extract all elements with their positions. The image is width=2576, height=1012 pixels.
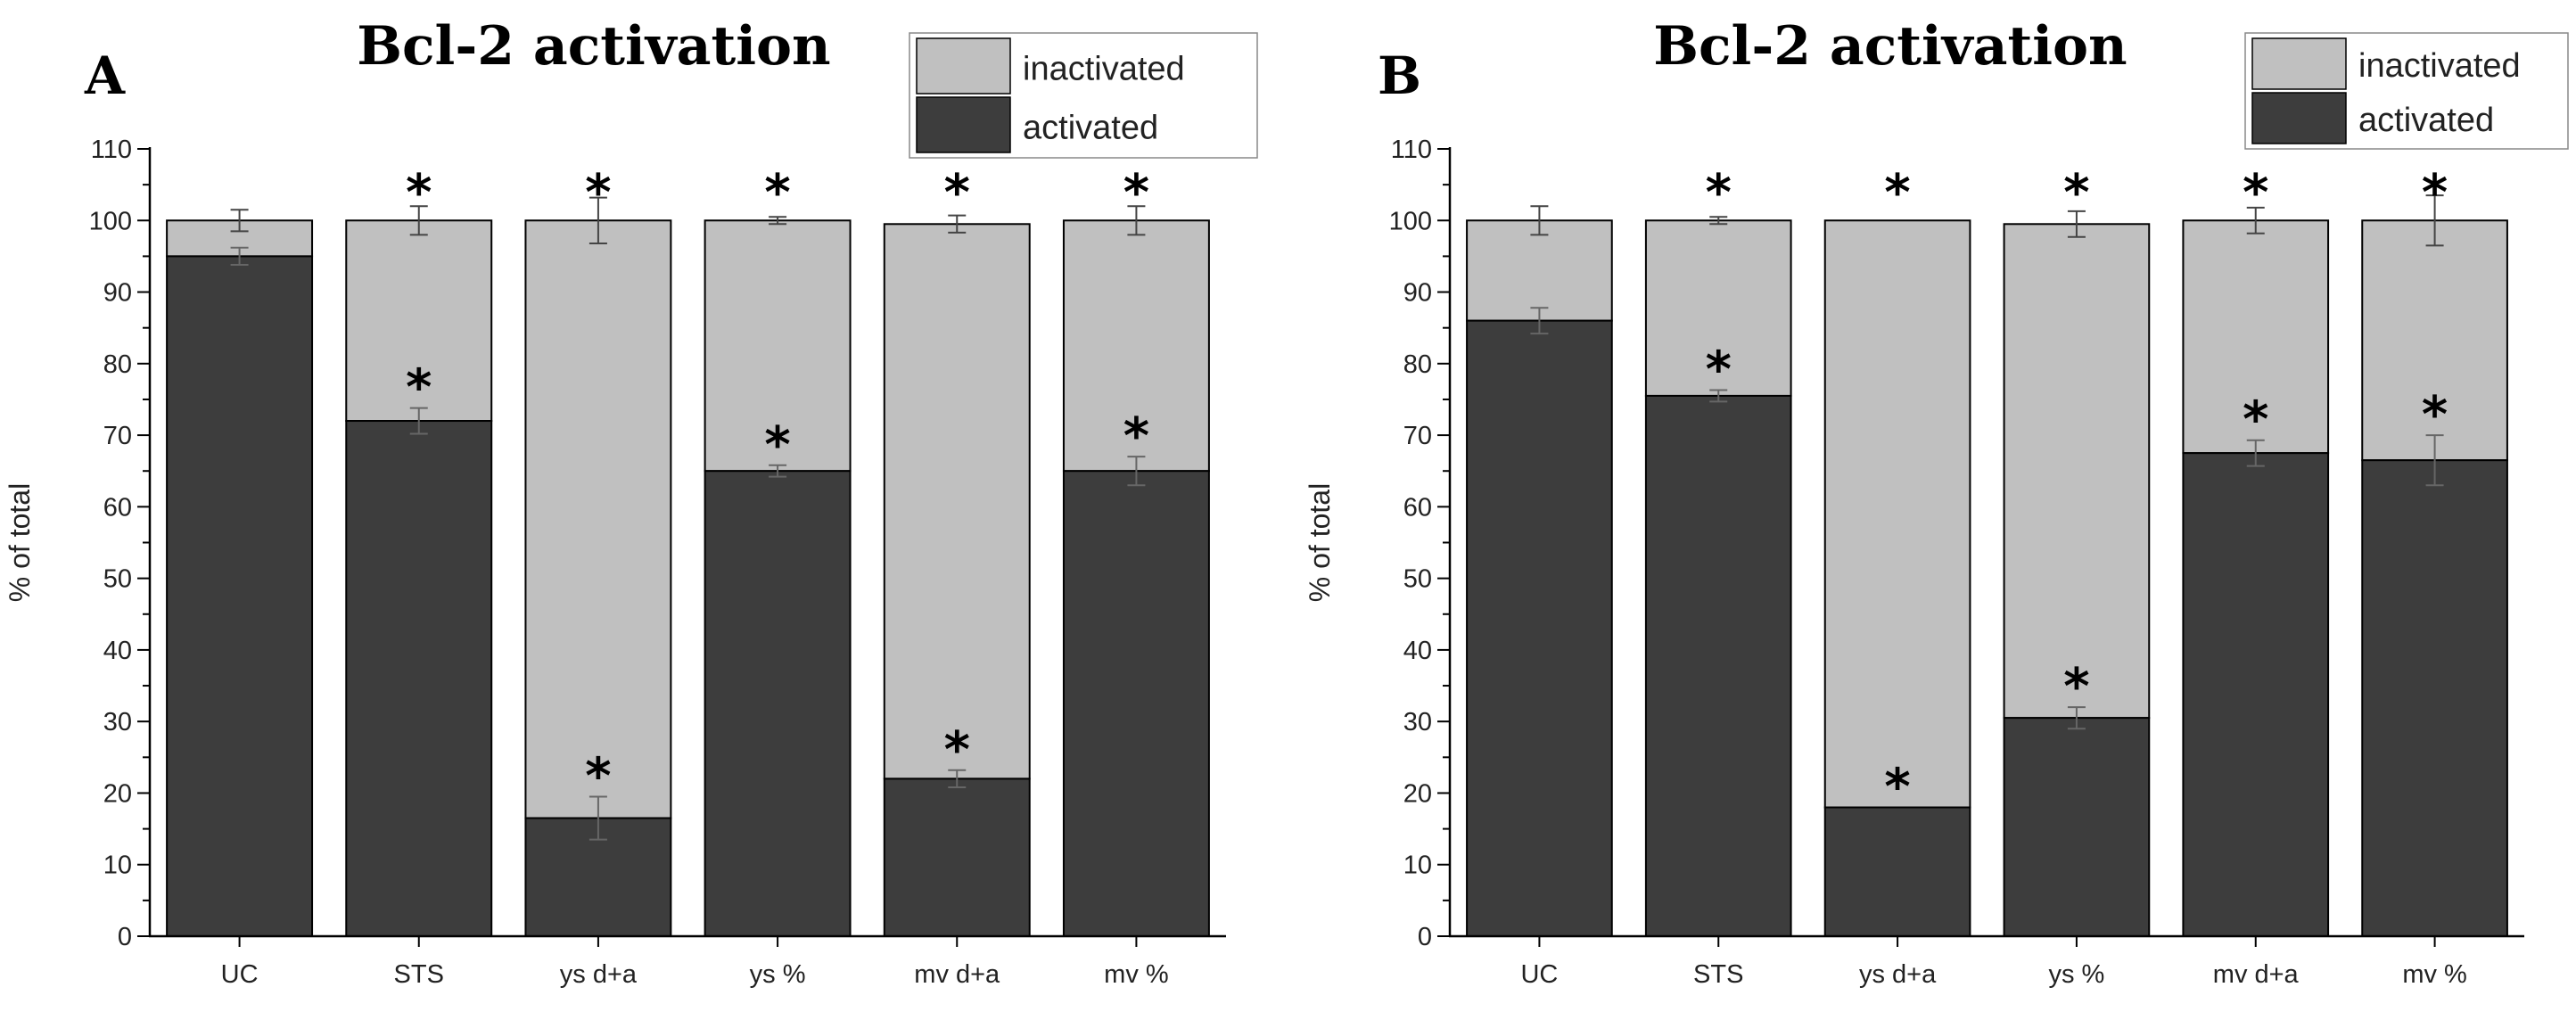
legend-swatch-activated <box>2251 92 2347 144</box>
x-tick-label: UC <box>1520 960 1558 989</box>
legend: inactivated activated <box>909 32 1258 159</box>
significance-star: * <box>1884 164 1910 222</box>
y-tick-label: 110 <box>91 136 132 164</box>
significance-star: * <box>2243 164 2268 222</box>
bar-inactivated <box>345 219 493 423</box>
bar-inactivated <box>1466 219 1613 322</box>
y-tick-label: 0 <box>1418 923 1432 951</box>
significance-star: * <box>585 747 611 805</box>
y-tick-label: 60 <box>1403 493 1432 522</box>
significance-star: * <box>406 359 432 417</box>
y-axis-label: % of total <box>4 483 36 602</box>
significance-star: * <box>406 164 432 222</box>
x-tick-label: mv % <box>1104 960 1169 989</box>
y-tick-label: 40 <box>103 637 132 665</box>
bar-inactivated <box>2182 219 2330 455</box>
x-tick-label: mv d+a <box>914 960 1000 989</box>
panel-label: B <box>1378 45 1421 106</box>
chart-title: Bcl-2 activation <box>357 15 830 78</box>
y-tick-label: 110 <box>1391 136 1432 164</box>
legend-label-inactivated: inactivated <box>1023 51 1185 88</box>
x-tick-label: UC <box>221 960 259 989</box>
bar-activated <box>166 255 314 937</box>
x-tick-label: mv % <box>2402 960 2467 989</box>
legend-swatch-inactivated <box>916 37 1011 95</box>
significance-star: * <box>1123 407 1149 465</box>
bar-activated <box>2361 459 2508 937</box>
significance-star: * <box>2243 391 2268 449</box>
y-tick-label: 20 <box>103 779 132 808</box>
y-tick-label: 20 <box>1403 779 1432 808</box>
y-tick-label: 0 <box>118 923 132 951</box>
x-tick-label: STS <box>1693 960 1743 989</box>
significance-star: * <box>1123 164 1149 222</box>
x-tick-label: STS <box>394 960 444 989</box>
bar-inactivated <box>524 219 672 819</box>
bar-inactivated <box>1062 219 1210 473</box>
y-tick-label: 50 <box>1403 565 1432 594</box>
significance-star: * <box>585 164 611 222</box>
significance-star: * <box>1884 759 1910 817</box>
bar-inactivated <box>704 219 852 473</box>
y-tick-label: 40 <box>1403 637 1432 665</box>
y-tick-label: 30 <box>1403 708 1432 736</box>
bar-inactivated <box>2361 219 2508 462</box>
y-tick-label: 70 <box>103 422 132 450</box>
significance-star: * <box>2422 164 2448 222</box>
bar-activated <box>1644 394 1792 937</box>
bar-activated <box>1466 319 1613 937</box>
significance-star: * <box>764 164 790 222</box>
legend-label-activated: activated <box>1023 110 1158 147</box>
y-tick-label: 80 <box>1403 350 1432 379</box>
bar-activated <box>345 420 493 937</box>
x-tick-label: ys d+a <box>1859 960 1937 989</box>
bar-activated <box>2003 717 2151 937</box>
bar-inactivated <box>883 223 1031 780</box>
significance-star: * <box>944 164 970 222</box>
significance-star: * <box>2422 386 2448 444</box>
significance-star: * <box>1706 341 1732 399</box>
chart-panel-a: A Bcl-2 activation 0 10 20 30 40 50 60 70 80 90 100 1… <box>4 15 1258 989</box>
x-tick-label: ys d+a <box>560 960 638 989</box>
legend: inactivated activated <box>2244 32 2569 150</box>
y-tick-label: 10 <box>103 852 132 880</box>
y-tick-label: 100 <box>1389 207 1432 235</box>
panel-label: A <box>84 45 126 106</box>
y-axis-label: % of total <box>1304 483 1336 602</box>
significance-star: * <box>764 416 790 474</box>
y-tick-label: 90 <box>1403 279 1432 308</box>
x-tick-label: mv d+a <box>2213 960 2300 989</box>
bar-inactivated <box>1823 219 1971 809</box>
y-tick-label: 50 <box>103 565 132 594</box>
legend-label-activated: activated <box>2358 102 2494 139</box>
y-tick-label: 70 <box>1403 422 1432 450</box>
significance-star: * <box>1706 164 1732 222</box>
significance-star: * <box>944 721 970 779</box>
significance-star: * <box>2063 658 2089 716</box>
bar-activated <box>2182 452 2330 937</box>
chart-title: Bcl-2 activation <box>1653 15 2127 78</box>
legend-label-inactivated: inactivated <box>2358 47 2521 85</box>
y-tick-label: 10 <box>1403 852 1432 880</box>
bar-inactivated <box>2003 223 2151 720</box>
bar-activated <box>704 470 852 937</box>
bar-activated <box>1062 470 1210 937</box>
y-tick-label: 100 <box>89 207 132 235</box>
y-tick-label: 80 <box>103 350 132 379</box>
bar-activated <box>1823 806 1971 937</box>
bar-activated <box>883 778 1031 938</box>
legend-swatch-activated <box>916 96 1011 153</box>
y-tick-label: 90 <box>103 279 132 308</box>
y-tick-label: 30 <box>103 708 132 736</box>
chart-panel-b: B Bcl-2 activation 0 10 20 30 40 50 60 70 80 90 100 1… <box>1304 15 2569 989</box>
significance-star: * <box>2063 164 2089 222</box>
x-tick-label: ys % <box>2048 960 2104 989</box>
legend-swatch-inactivated <box>2251 37 2347 90</box>
y-tick-label: 60 <box>103 493 132 522</box>
x-tick-label: ys % <box>750 960 806 989</box>
